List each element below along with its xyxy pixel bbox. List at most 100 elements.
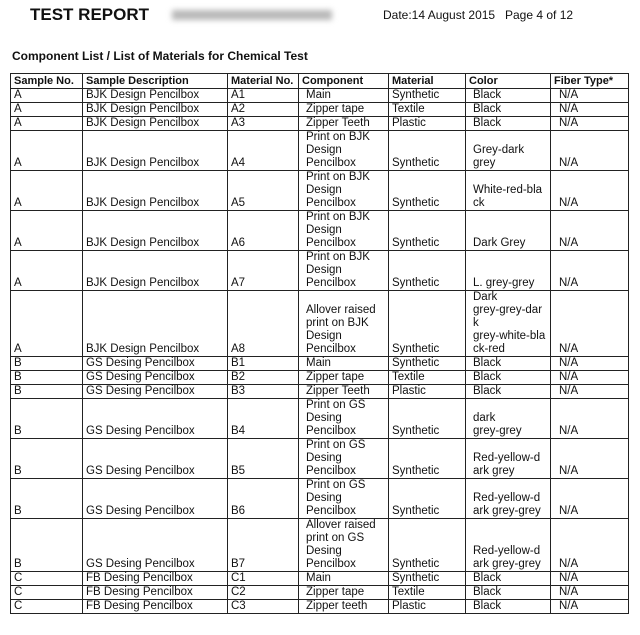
table-cell: Main bbox=[298, 356, 389, 371]
table-cell: A bbox=[10, 250, 83, 291]
table-cell: Red-yellow-d ark grey bbox=[465, 438, 551, 479]
table-cell: dark grey-grey bbox=[465, 398, 551, 439]
table-cell: White-red-bla ck bbox=[465, 170, 551, 211]
table-cell: BJK Design Pencilbox bbox=[82, 102, 228, 117]
table-cell: Red-yellow-d ark grey-grey bbox=[465, 518, 551, 572]
report-title: TEST REPORT bbox=[30, 5, 150, 24]
table-cell: C2 bbox=[227, 585, 299, 600]
table-cell: BJK Design Pencilbox bbox=[82, 116, 228, 131]
table-cell: Dark Grey bbox=[465, 210, 551, 251]
header-cell: Component bbox=[298, 73, 389, 89]
table-cell: Grey-dark grey bbox=[465, 130, 551, 171]
table-cell: L. grey-grey bbox=[465, 250, 551, 291]
table-cell: GS Desing Pencilbox bbox=[82, 384, 228, 399]
table-cell: A8 bbox=[227, 290, 299, 357]
table-cell: Zipper tape bbox=[298, 585, 389, 600]
page-number: Page 4 of 12 bbox=[505, 8, 574, 22]
table-cell: BJK Design Pencilbox bbox=[82, 210, 228, 251]
table-cell: N/A bbox=[550, 250, 629, 291]
table-body: A BJK Design Pencilbox A1 Main Synthetic Blac… bbox=[10, 88, 629, 614]
table-row: A BJK Design Pencilbox A3 Zipper Teeth Plast… bbox=[10, 116, 629, 131]
table-row: B GS Desing Pencilbox B4 Print on GS Desing… bbox=[10, 398, 629, 439]
table-cell: B6 bbox=[227, 478, 299, 519]
section-title: Component List / List of Materials for C… bbox=[12, 49, 308, 63]
table-cell: Print on GS Desing Pencilbox bbox=[298, 478, 389, 519]
table-cell: Zipper Teeth bbox=[298, 384, 389, 399]
header-cell: Color bbox=[465, 73, 551, 89]
table-cell: B2 bbox=[227, 370, 299, 385]
table-cell: N/A bbox=[550, 370, 629, 385]
table-cell: N/A bbox=[550, 478, 629, 519]
table-cell: Synthetic bbox=[388, 130, 466, 171]
table-cell: Main bbox=[298, 88, 389, 103]
table-cell: GS Desing Pencilbox bbox=[82, 478, 228, 519]
table-cell: Black bbox=[465, 356, 551, 371]
table-row: A BJK Design Pencilbox A4 Print on BJK Desi… bbox=[10, 130, 629, 171]
table-cell: Textile bbox=[388, 370, 466, 385]
table-cell: A6 bbox=[227, 210, 299, 251]
table-cell: N/A bbox=[550, 290, 629, 357]
table-cell: Textile bbox=[388, 585, 466, 600]
table-cell: Print on GS Desing Pencilbox bbox=[298, 398, 389, 439]
report-date: Date:14 August 2015 bbox=[383, 8, 496, 22]
table-row: B GS Desing Pencilbox B2 Zipper tape Textile… bbox=[10, 370, 629, 385]
table-cell: GS Desing Pencilbox bbox=[82, 398, 228, 439]
table-cell: A bbox=[10, 116, 83, 131]
table-cell: C bbox=[10, 571, 83, 586]
table-cell: C3 bbox=[227, 599, 299, 614]
table-row: B GS Desing Pencilbox B7 Allover raised pri… bbox=[10, 518, 629, 572]
table-cell: B7 bbox=[227, 518, 299, 572]
table-cell: C bbox=[10, 585, 83, 600]
header-cell: Sample No. bbox=[10, 73, 83, 89]
table-cell: BJK Design Pencilbox bbox=[82, 130, 228, 171]
table-cell: B bbox=[10, 356, 83, 371]
table-row: C FB Desing Pencilbox C1 Main Synthetic Black… bbox=[10, 571, 629, 586]
table-cell: N/A bbox=[550, 88, 629, 103]
table-cell: A4 bbox=[227, 130, 299, 171]
table-cell: Allover raised print on GS Desing Pencil… bbox=[298, 518, 389, 572]
table-cell: A bbox=[10, 88, 83, 103]
table-cell: Allover raised print on BJK Design Penci… bbox=[298, 290, 389, 357]
table-cell: N/A bbox=[550, 438, 629, 479]
table-cell: Black bbox=[465, 599, 551, 614]
table-cell: A1 bbox=[227, 88, 299, 103]
table-cell: Synthetic bbox=[388, 518, 466, 572]
table-cell: N/A bbox=[550, 384, 629, 399]
table-cell: FB Desing Pencilbox bbox=[82, 599, 228, 614]
table-cell: Synthetic bbox=[388, 438, 466, 479]
table-cell: A3 bbox=[227, 116, 299, 131]
table-cell: Synthetic bbox=[388, 210, 466, 251]
table-row: A BJK Design Pencilbox A8 Allover raised pr… bbox=[10, 290, 629, 357]
redacted-number bbox=[172, 10, 332, 20]
header-cell: Material bbox=[388, 73, 466, 89]
table-cell: Black bbox=[465, 102, 551, 117]
table-cell: A bbox=[10, 290, 83, 357]
table-cell: Zipper teeth bbox=[298, 599, 389, 614]
table-cell: Synthetic bbox=[388, 170, 466, 211]
table-cell: Synthetic bbox=[388, 398, 466, 439]
table-cell: Black bbox=[465, 571, 551, 586]
table-cell: FB Desing Pencilbox bbox=[82, 585, 228, 600]
table-cell: Zipper tape bbox=[298, 370, 389, 385]
table-cell: GS Desing Pencilbox bbox=[82, 518, 228, 572]
table-cell: N/A bbox=[550, 170, 629, 211]
table-cell: Plastic bbox=[388, 599, 466, 614]
table-cell: GS Desing Pencilbox bbox=[82, 356, 228, 371]
table-cell: Plastic bbox=[388, 116, 466, 131]
table-row: C FB Desing Pencilbox C2 Zipper tape Textile… bbox=[10, 585, 629, 600]
table-cell: A bbox=[10, 130, 83, 171]
table-cell: A bbox=[10, 210, 83, 251]
table-cell: BJK Design Pencilbox bbox=[82, 88, 228, 103]
table-row: B GS Desing Pencilbox B3 Zipper Teeth Plasti… bbox=[10, 384, 629, 399]
table-cell: B bbox=[10, 478, 83, 519]
table-cell: BJK Design Pencilbox bbox=[82, 290, 228, 357]
header-row: Sample No. Sample Description Material No.… bbox=[10, 73, 629, 89]
table-cell: B bbox=[10, 518, 83, 572]
table-cell: N/A bbox=[550, 210, 629, 251]
table-cell: N/A bbox=[550, 518, 629, 572]
header-cell: Fiber Type* bbox=[550, 73, 629, 89]
table-cell: C1 bbox=[227, 571, 299, 586]
table-cell: Synthetic bbox=[388, 88, 466, 103]
table-cell: B3 bbox=[227, 384, 299, 399]
table-cell: Zipper tape bbox=[298, 102, 389, 117]
